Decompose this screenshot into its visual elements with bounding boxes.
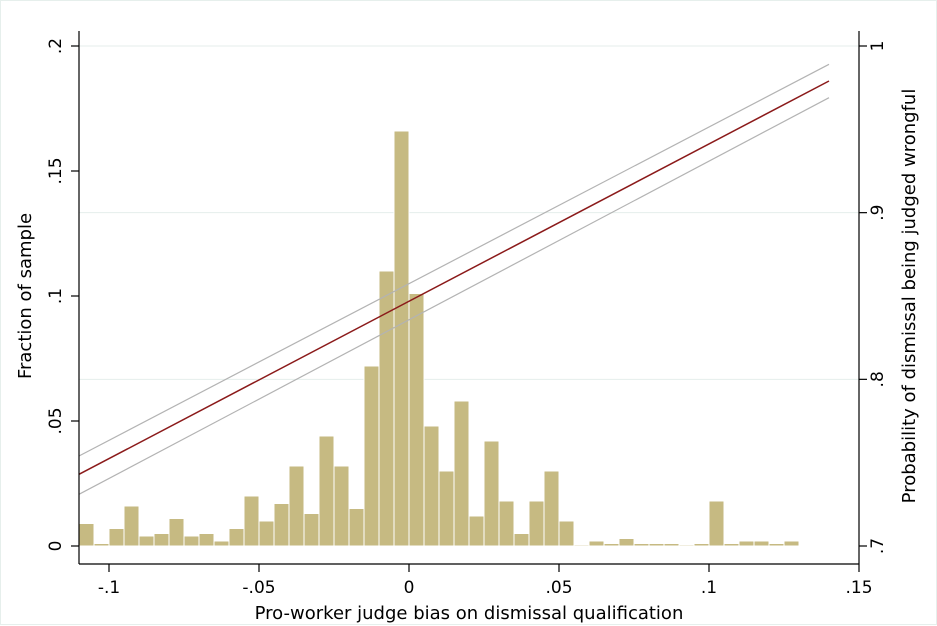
histogram-bar [318, 435, 335, 547]
histogram-bar [408, 293, 425, 547]
histogram-bar [393, 130, 410, 547]
histogram-bar [573, 544, 590, 547]
y-tick-label: .05 [46, 407, 66, 434]
histogram-bar [288, 465, 305, 547]
histogram-bar [588, 540, 605, 547]
histogram-bar [618, 538, 635, 547]
x-tick-label: -.1 [98, 578, 120, 598]
y-tick-label: 0 [46, 541, 66, 552]
histogram-bar [258, 520, 275, 547]
histogram-bar [678, 544, 695, 547]
histogram-bar [363, 365, 380, 547]
y2-axis-title: Probability of dismissal being judged wr… [899, 89, 920, 504]
y2-tick-label: .8 [868, 371, 888, 387]
histogram-bar [768, 543, 785, 547]
histogram-bar [753, 540, 770, 547]
histogram-bar [438, 470, 455, 547]
y2-tick-label: 1 [868, 41, 888, 52]
y-axis-title: Fraction of sample [15, 213, 36, 379]
bars-layer [78, 130, 800, 547]
x-tick-label: .15 [845, 578, 872, 598]
histogram-bar [93, 543, 110, 547]
x-tick-label: 0 [404, 578, 415, 598]
ci-lower-line [78, 97, 830, 495]
histogram-bar [648, 543, 665, 547]
histogram-bar [738, 540, 755, 547]
histogram-bar [303, 513, 320, 547]
histogram-bar [603, 543, 620, 547]
histogram-bar [348, 508, 365, 547]
histogram-bar [333, 465, 350, 547]
histogram-bar [213, 540, 230, 547]
histogram-bar [693, 543, 710, 547]
x-tick-label: .1 [701, 578, 717, 598]
histogram-bar [453, 400, 470, 547]
histogram-bar [198, 533, 215, 547]
x-tick-label: .05 [545, 578, 572, 598]
histogram-bar [528, 500, 545, 547]
histogram-bar [513, 533, 530, 547]
histogram-bar [558, 520, 575, 547]
histogram-bar [138, 535, 155, 547]
histogram-bar [633, 543, 650, 547]
y-tick-label: .2 [46, 38, 66, 54]
y-tick-label: .15 [46, 157, 66, 184]
histogram-bar [183, 535, 200, 547]
y-tick-label: .1 [46, 288, 66, 304]
histogram-bar [498, 500, 515, 547]
histogram-bar [708, 500, 725, 547]
histogram-bar [273, 503, 290, 547]
histogram-bar [663, 543, 680, 547]
histogram-bar [78, 523, 95, 547]
histogram-bar [123, 505, 140, 547]
histogram-bar [543, 470, 560, 547]
x-tick-label: -.05 [242, 578, 275, 598]
axes-layer: 0 .05 .1 .15 .2 .7 .8 .9 1 -.1 -.05 0 .05 .1 .15 [46, 31, 888, 598]
y2-tick-label: .9 [868, 205, 888, 221]
x-axis-title: Pro-worker judge bias on dismissal quali… [255, 603, 684, 624]
fit-layer [78, 63, 830, 495]
histogram-bar [468, 515, 485, 547]
histogram-bar [783, 540, 800, 547]
ci-upper-line [78, 63, 830, 457]
fit-line [78, 80, 830, 475]
histogram-bar [723, 543, 740, 547]
histogram-bar [168, 518, 185, 547]
y2-tick-label: .7 [868, 538, 888, 554]
histogram-bar [153, 533, 170, 547]
histogram-bar [483, 440, 500, 547]
grid-layer [79, 45, 859, 380]
histogram-bar [228, 528, 245, 547]
histogram-bar [243, 495, 260, 547]
histogram-bar [108, 528, 125, 547]
histogram-bar [423, 425, 440, 547]
